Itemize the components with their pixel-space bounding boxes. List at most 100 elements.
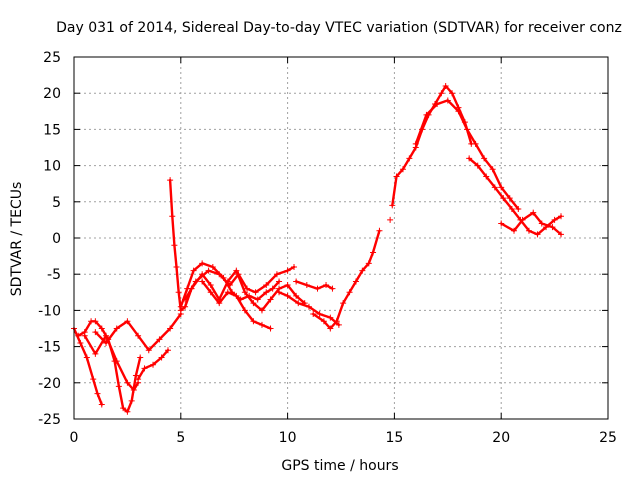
data-point: [295, 300, 302, 307]
series-track-h: [188, 267, 308, 314]
data-point: [310, 311, 317, 318]
series-track-n: [412, 97, 522, 213]
data-point: [333, 318, 340, 325]
data-point: [132, 372, 139, 379]
y-tick-label: 10: [43, 159, 61, 175]
data-point: [77, 339, 84, 346]
data-point: [164, 347, 171, 354]
series-line: [190, 269, 306, 312]
data-point: [498, 220, 505, 227]
data-point: [327, 314, 334, 321]
axis-ticks: [73, 56, 609, 420]
data-point: [156, 336, 163, 343]
data-point: [365, 260, 372, 267]
series-track-i: [199, 278, 274, 332]
data-point: [472, 140, 479, 147]
series-outliers: [387, 216, 394, 223]
data-point: [327, 325, 334, 332]
data-point: [113, 325, 120, 332]
data-point: [94, 390, 101, 397]
data-point: [376, 227, 383, 234]
data-point: [92, 329, 99, 336]
series-line: [183, 265, 296, 301]
data-point: [158, 354, 165, 361]
series-line: [414, 99, 520, 211]
data-point: [130, 387, 137, 394]
data-point: [323, 282, 330, 289]
data-point: [233, 267, 240, 274]
data-point: [449, 90, 456, 97]
data-point: [113, 358, 120, 365]
data-point: [498, 184, 505, 191]
data-point: [137, 354, 144, 361]
data-point: [506, 195, 513, 202]
data-point: [207, 289, 214, 296]
data-point: [284, 282, 291, 289]
data-point: [558, 231, 565, 238]
data-point: [177, 303, 184, 310]
data-point: [370, 249, 377, 256]
data-point: [483, 173, 490, 180]
data-point: [491, 184, 498, 191]
data-point: [135, 332, 142, 339]
data-point: [98, 325, 105, 332]
data-point: [525, 227, 532, 234]
data-point: [167, 177, 174, 184]
data-point: [115, 383, 122, 390]
data-point: [128, 397, 135, 404]
data-point: [314, 285, 321, 292]
data-point: [359, 267, 366, 274]
series-line: [168, 178, 193, 312]
y-tick-label: -10: [38, 303, 61, 319]
series-track-k: [293, 278, 336, 292]
data-point: [276, 289, 283, 296]
data-point: [434, 101, 441, 108]
data-point: [320, 318, 327, 325]
data-point: [515, 206, 522, 213]
data-point: [182, 296, 189, 303]
data-point: [233, 292, 240, 299]
data-point: [150, 361, 157, 368]
series-line: [72, 327, 104, 406]
data-point: [90, 376, 97, 383]
data-point: [466, 155, 473, 162]
x-axis-label: GPS time / hours: [281, 458, 398, 474]
data-point: [145, 347, 152, 354]
data-point: [412, 140, 419, 147]
x-tick-label: 5: [176, 430, 185, 446]
data-point: [549, 224, 556, 231]
data-point: [406, 155, 413, 162]
data-point: [269, 285, 276, 292]
data-point: [316, 311, 323, 318]
data-point: [141, 365, 148, 372]
data-point: [124, 408, 131, 415]
data-point: [263, 289, 270, 296]
data-point: [423, 111, 430, 118]
data-point: [481, 155, 488, 162]
data-point: [103, 332, 110, 339]
y-tick-label: -20: [38, 376, 61, 392]
data-point: [173, 263, 180, 270]
data-point: [135, 376, 142, 383]
y-tick-label: -25: [38, 412, 61, 428]
data-point: [103, 339, 110, 346]
data-point: [387, 216, 394, 223]
y-tick-label: 25: [43, 50, 61, 66]
data-point: [175, 289, 182, 296]
x-tick-label: 10: [279, 430, 297, 446]
data-point: [124, 318, 131, 325]
y-axis-label: SDTVAR / TECUs: [9, 182, 25, 297]
x-tick-label: 0: [70, 430, 79, 446]
data-point: [241, 307, 248, 314]
data-point: [167, 325, 174, 332]
data-point: [464, 126, 471, 133]
series-group: [71, 82, 565, 415]
data-point: [442, 82, 449, 89]
data-point: [340, 300, 347, 307]
y-tick-label: 20: [43, 86, 61, 102]
data-point: [216, 271, 223, 278]
data-point: [335, 321, 342, 328]
x-tick-label: 20: [492, 430, 510, 446]
